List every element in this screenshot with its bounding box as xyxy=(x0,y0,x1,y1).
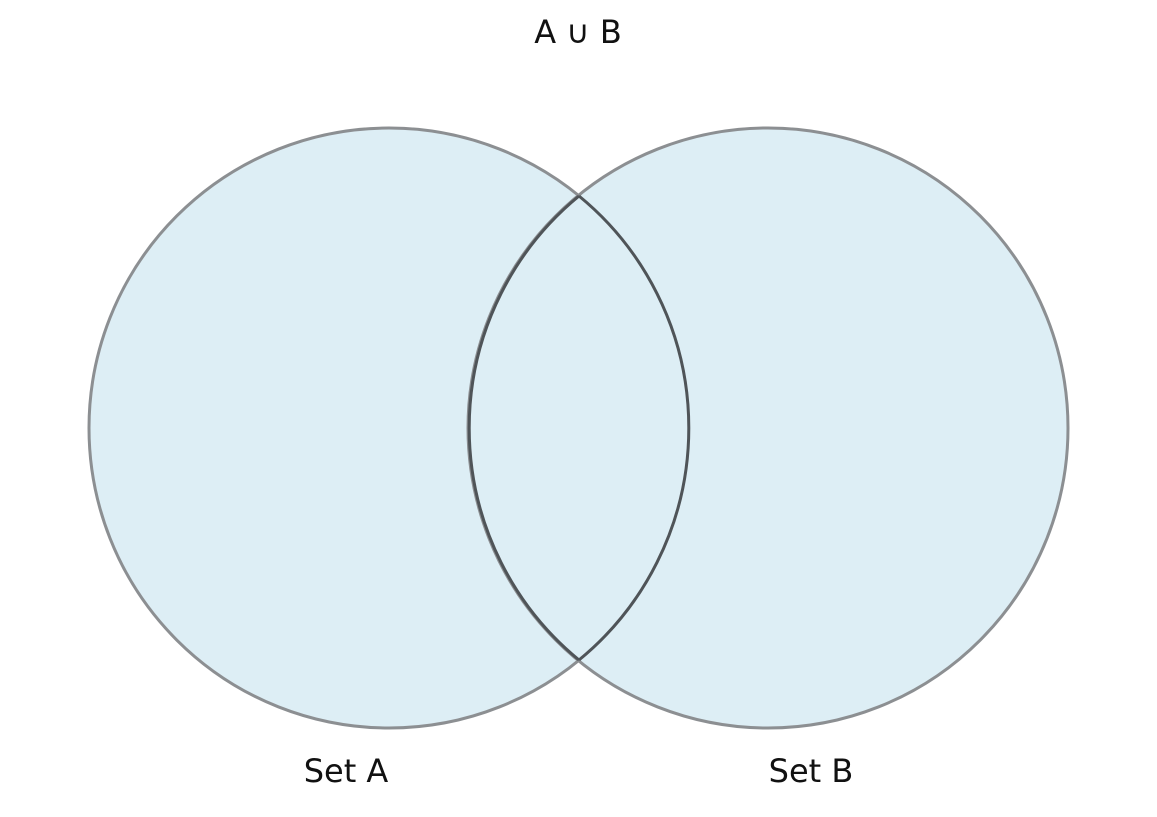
diagram-title: A ∪ B xyxy=(534,13,622,51)
set-b-circle xyxy=(466,126,1070,730)
set-a-overlap-arc xyxy=(578,194,691,662)
set-a-label: Set A xyxy=(304,752,389,790)
set-b-label: Set B xyxy=(769,752,854,790)
set-b-overlap-arc xyxy=(467,194,580,662)
